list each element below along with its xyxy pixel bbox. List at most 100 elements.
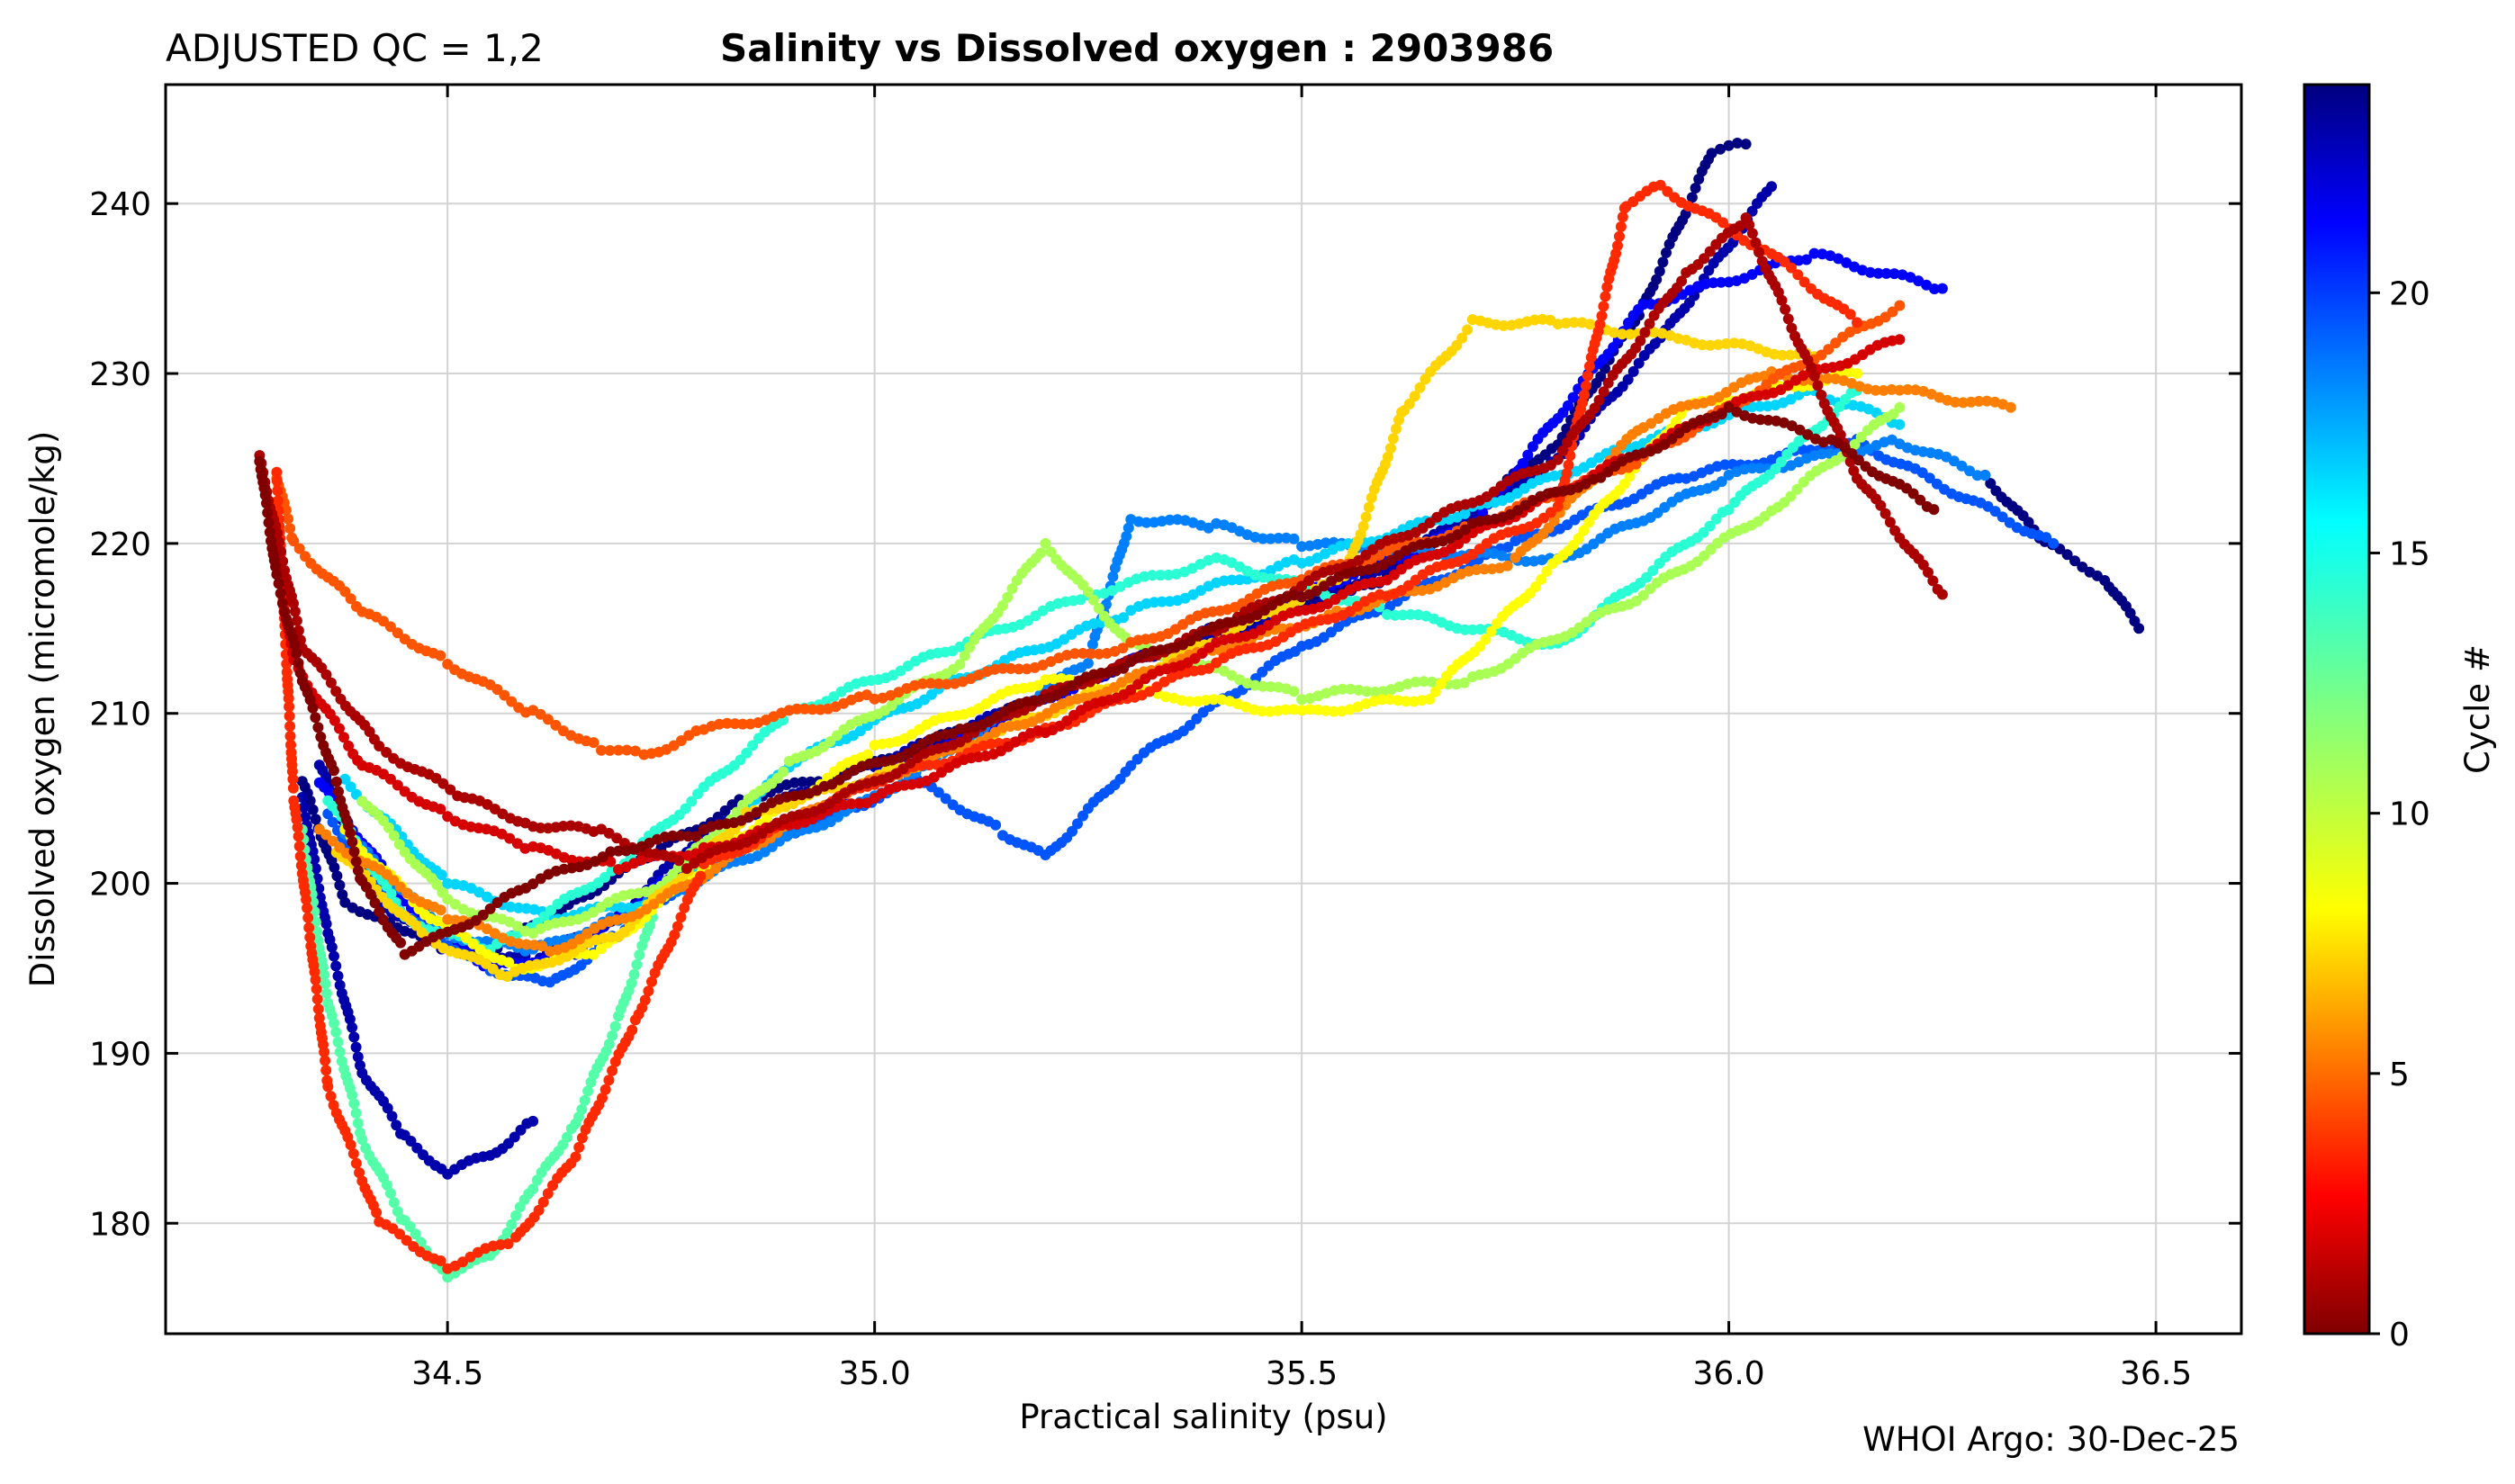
- data-point: [259, 490, 271, 501]
- data-point: [542, 1188, 554, 1200]
- data-point: [1630, 458, 1642, 470]
- data-point: [345, 827, 356, 839]
- data-point: [384, 621, 396, 633]
- data-point: [1328, 706, 1339, 717]
- data-point: [669, 929, 681, 940]
- data-point: [1601, 282, 1613, 292]
- data-point: [1654, 265, 1665, 277]
- data-point: [1548, 515, 1560, 526]
- data-point: [588, 737, 599, 749]
- data-point: [603, 827, 615, 839]
- data-point: [395, 937, 406, 949]
- data-point: [435, 804, 446, 814]
- data-point: [491, 684, 503, 696]
- data-point: [1849, 438, 1861, 450]
- data-point: [1194, 559, 1206, 570]
- data-point: [1265, 564, 1276, 576]
- data-point: [332, 1036, 344, 1048]
- data-point: [1556, 445, 1568, 456]
- data-point: [274, 536, 285, 548]
- data-point: [909, 679, 921, 691]
- data-point: [528, 940, 540, 951]
- data-point: [272, 485, 284, 497]
- data-point: [460, 931, 472, 943]
- data-point: [1273, 533, 1285, 544]
- data-point: [310, 974, 321, 985]
- data-point: [1466, 624, 1478, 635]
- data-point: [1312, 690, 1324, 702]
- y-axis-ticks: 180 190 200 210 220 230 240: [89, 186, 2241, 1243]
- data-point: [2061, 549, 2073, 561]
- data-point: [1501, 560, 1513, 571]
- data-point: [499, 689, 510, 701]
- data-point: [959, 650, 970, 661]
- data-point: [1769, 348, 1780, 360]
- data-point: [933, 678, 944, 689]
- data-point: [1878, 384, 1889, 396]
- data-point: [320, 978, 331, 990]
- data-point: [1753, 247, 1765, 258]
- data-point: [435, 904, 446, 916]
- data-point: [1887, 306, 1898, 318]
- data-point: [394, 1228, 405, 1240]
- data-point: [1414, 382, 1426, 393]
- data-point: [731, 806, 743, 818]
- data-point: [1040, 537, 1051, 549]
- data-point: [965, 673, 977, 685]
- data-point: [1536, 573, 1547, 585]
- data-point: [510, 1210, 522, 1221]
- data-point: [609, 1021, 621, 1032]
- data-point: [1085, 648, 1096, 660]
- data-point: [573, 933, 585, 945]
- data-point: [1258, 680, 1268, 692]
- data-point: [1312, 538, 1323, 550]
- data-point: [1424, 694, 1436, 705]
- x-tick-label: 36.5: [2120, 1355, 2192, 1392]
- data-point: [1697, 339, 1708, 351]
- data-point: [513, 938, 524, 949]
- data-point: [283, 513, 293, 525]
- data-point: [388, 875, 400, 886]
- data-point: [293, 543, 305, 554]
- data-point: [1409, 391, 1420, 402]
- data-point: [1528, 314, 1540, 326]
- x-tick-label: 35.5: [1266, 1355, 1338, 1392]
- data-point: [307, 702, 319, 714]
- data-point: [275, 588, 286, 599]
- data-point: [1377, 686, 1389, 697]
- colorbar-tick-label: 5: [2389, 1057, 2410, 1093]
- data-point: [1833, 253, 1844, 265]
- data-point: [1568, 317, 1580, 328]
- data-point: [737, 718, 748, 730]
- data-point: [345, 1139, 356, 1151]
- data-point: [1894, 401, 1906, 413]
- data-point: [1834, 400, 1845, 412]
- data-point: [1884, 517, 1896, 528]
- data-point: [1280, 704, 1292, 715]
- data-point: [374, 741, 385, 751]
- data-point: [1957, 397, 1969, 409]
- data-point: [520, 903, 532, 914]
- data-point: [1672, 333, 1684, 345]
- data-point: [1304, 704, 1315, 715]
- data-point: [325, 1091, 337, 1102]
- data-point: [535, 823, 546, 833]
- data-point: [629, 745, 641, 757]
- data-point: [1595, 371, 1607, 382]
- plot-frame: [164, 83, 2243, 1336]
- data-point: [2005, 401, 2016, 413]
- y-tick-label: 180: [89, 1206, 151, 1243]
- data-point: [350, 1157, 362, 1169]
- data-point: [1956, 460, 1968, 472]
- data-point: [679, 902, 690, 913]
- data-point: [1781, 449, 1793, 460]
- data-point: [263, 517, 275, 528]
- data-point: [312, 722, 324, 733]
- data-point: [1118, 662, 1130, 674]
- data-point: [1360, 511, 1372, 523]
- data-point: [1200, 695, 1212, 706]
- data-point: [1791, 483, 1803, 495]
- data-point: [646, 976, 657, 987]
- data-point: [1560, 318, 1572, 328]
- data-point: [1265, 681, 1276, 692]
